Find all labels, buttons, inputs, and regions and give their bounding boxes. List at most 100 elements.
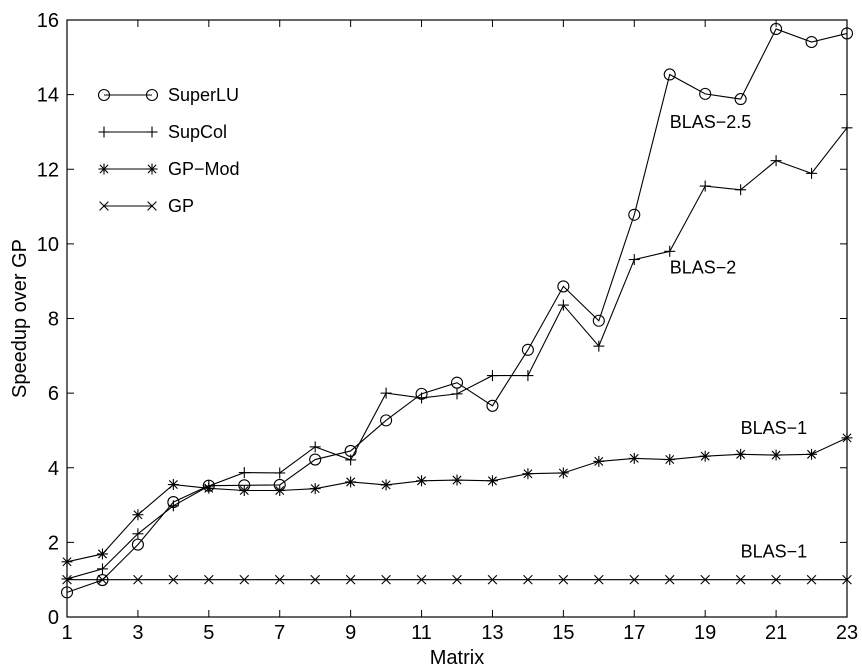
- data-point-gp: [735, 574, 746, 585]
- data-point-supcol: [132, 528, 144, 540]
- data-point-gp-mod: [416, 475, 428, 487]
- data-point-gp-mod: [557, 467, 569, 479]
- annotation-layer: BLAS−2.5 BLAS−2 BLAS−1 BLAS−1: [670, 112, 807, 561]
- series-superlu: [60, 22, 854, 599]
- x-tick-label: 23: [836, 622, 858, 644]
- data-point-supcol: [274, 467, 286, 479]
- data-point-supcol: [96, 563, 108, 575]
- data-point-gp: [168, 574, 179, 585]
- data-point-gp-mod: [203, 482, 215, 494]
- legend-marker: [145, 88, 159, 102]
- data-point-superlu: [380, 414, 393, 427]
- data-point-gp-mod: [309, 483, 321, 495]
- data-point-gp-mod: [451, 474, 463, 486]
- data-point-supcol: [345, 454, 357, 466]
- x-tick-label: 19: [694, 622, 716, 644]
- data-point-superlu: [521, 343, 534, 356]
- data-point-supcol: [699, 180, 711, 192]
- data-point-gp: [274, 574, 285, 585]
- y-tick-label: 4: [48, 458, 59, 480]
- data-point-gp: [310, 574, 320, 585]
- x-tick-label: 9: [345, 622, 356, 644]
- x-axis: 1 3 5 7 9 11 13 15 17 19 21 23: [61, 20, 858, 644]
- data-point-gp-mod: [274, 485, 286, 497]
- data-point-gp: [345, 574, 356, 585]
- data-point-superlu: [592, 314, 605, 327]
- data-point-gp: [416, 574, 427, 585]
- data-point-gp-mod: [132, 509, 144, 521]
- legend-marker: [146, 163, 158, 175]
- y-tick-label: 0: [48, 607, 59, 629]
- data-point-supcol: [309, 441, 321, 453]
- legend-marker: [98, 126, 110, 138]
- data-point-gp: [806, 574, 817, 585]
- annotation-label: BLAS−2.5: [670, 112, 752, 132]
- data-point-supcol: [522, 370, 534, 382]
- data-point-supcol: [167, 500, 179, 512]
- y-axis: 0 2 4 6 8 10 12 14 16: [37, 10, 847, 629]
- legend-marker: [146, 126, 158, 138]
- data-point-supcol: [380, 387, 392, 399]
- data-point-gp: [239, 574, 250, 585]
- data-point-superlu: [699, 87, 712, 100]
- data-point-gp-mod: [96, 548, 108, 560]
- legend-entry-supcol: SupCol: [98, 122, 227, 142]
- series-gp-mod: [61, 432, 853, 568]
- y-tick-label: 16: [37, 10, 59, 32]
- x-tick-label: 5: [203, 622, 214, 644]
- series-layer: [60, 22, 854, 599]
- data-point-superlu: [309, 453, 322, 466]
- data-point-gp: [629, 574, 640, 585]
- data-point-gp: [771, 574, 781, 585]
- legend-label: GP−Mod: [168, 159, 240, 179]
- data-point-gp-mod: [593, 455, 605, 467]
- y-tick-label: 8: [48, 309, 59, 331]
- data-point-gp-mod: [345, 476, 357, 488]
- data-point-gp-mod: [167, 479, 179, 491]
- data-point-superlu: [628, 208, 641, 221]
- x-tick-label: 15: [552, 622, 574, 644]
- data-point-gp-mod: [628, 452, 640, 464]
- data-point-gp-mod: [699, 450, 711, 462]
- x-tick-label: 7: [274, 622, 285, 644]
- legend-entry-gp-mod: GP−Mod: [98, 159, 240, 179]
- data-point-supcol: [628, 254, 640, 266]
- plot-area-border: [66, 19, 848, 618]
- series-supcol: [61, 122, 853, 585]
- y-tick-label: 2: [48, 532, 59, 554]
- data-point-supcol: [557, 299, 569, 311]
- x-tick-label: 11: [411, 622, 432, 644]
- annotation-label: BLAS−1: [741, 418, 808, 438]
- data-point-gp: [452, 574, 462, 585]
- data-point-superlu: [805, 35, 818, 49]
- data-point-gp: [487, 574, 498, 585]
- x-tick-label: 3: [132, 622, 143, 644]
- data-point-gp: [664, 574, 675, 585]
- data-point-superlu: [450, 376, 464, 389]
- legend-label: SuperLU: [168, 85, 239, 105]
- legend-entry-gp: GP: [99, 196, 194, 216]
- data-point-gp-mod: [735, 448, 747, 460]
- data-point-gp: [842, 574, 852, 585]
- y-tick-label: 6: [48, 383, 59, 405]
- data-point-gp-mod: [522, 468, 534, 480]
- y-tick-label: 10: [37, 234, 59, 256]
- data-point-supcol: [806, 167, 818, 179]
- data-point-gp: [204, 574, 214, 585]
- legend-marker: [98, 163, 110, 175]
- annotation-label: BLAS−2: [670, 258, 737, 278]
- x-tick-label: 21: [765, 622, 787, 644]
- data-point-supcol: [770, 155, 782, 167]
- data-point-superlu: [663, 68, 676, 81]
- data-point-superlu: [60, 586, 74, 599]
- data-point-superlu: [734, 93, 747, 106]
- x-tick-label: 1: [61, 622, 72, 644]
- data-point-supcol: [841, 122, 853, 134]
- data-point-gp: [594, 574, 604, 585]
- legend-label: GP: [168, 196, 194, 216]
- legend-marker: [97, 88, 111, 102]
- data-point-superlu: [840, 27, 854, 40]
- x-tick-label: 13: [481, 622, 503, 644]
- data-point-supcol: [416, 392, 428, 404]
